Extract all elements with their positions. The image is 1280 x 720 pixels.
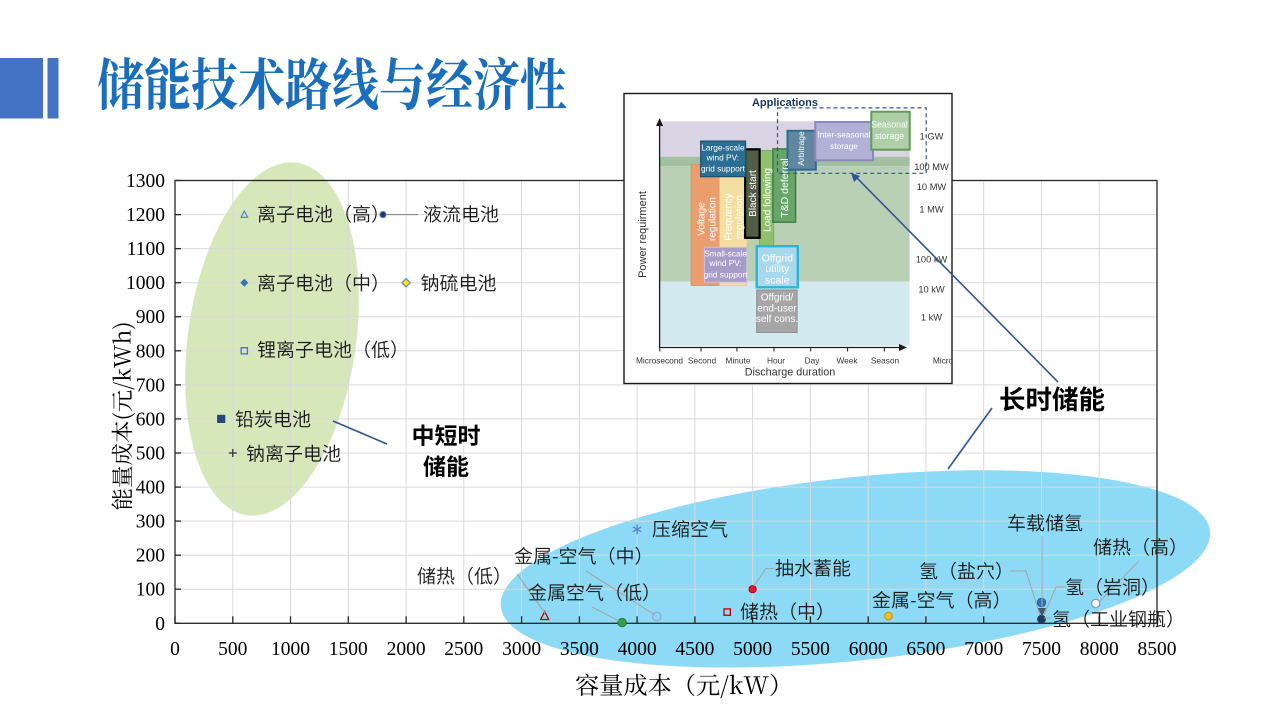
- svg-text:Hour: Hour: [767, 356, 785, 366]
- svg-text:1100: 1100: [127, 239, 165, 260]
- svg-text:Applications: Applications: [752, 97, 818, 109]
- svg-text:2000: 2000: [387, 639, 426, 660]
- svg-text:Season: Season: [871, 356, 900, 366]
- svg-text:Microsecond: Microsecond: [636, 356, 683, 366]
- svg-text:0: 0: [170, 639, 180, 660]
- svg-text:500: 500: [218, 639, 247, 660]
- svg-text:3500: 3500: [560, 639, 599, 660]
- svg-text:Discharge duration: Discharge duration: [745, 367, 836, 379]
- svg-text:Week: Week: [836, 356, 858, 366]
- svg-text:Offgrid/: Offgrid/: [761, 293, 794, 304]
- svg-text:Seasonal: Seasonal: [871, 120, 908, 130]
- svg-text:Minute: Minute: [726, 356, 751, 366]
- svg-text:utility: utility: [765, 263, 790, 275]
- svg-text:5000: 5000: [733, 639, 772, 660]
- svg-text:100 MW: 100 MW: [914, 162, 949, 172]
- svg-text:wind PV:: wind PV:: [706, 153, 739, 163]
- svg-text:Voltage: Voltage: [696, 202, 707, 236]
- svg-text:200: 200: [136, 546, 165, 567]
- svg-text:wind PV:: wind PV:: [708, 258, 741, 268]
- svg-text:8500: 8500: [1138, 639, 1177, 660]
- svg-text:700: 700: [136, 375, 165, 396]
- svg-text:regulation: regulation: [735, 195, 746, 239]
- svg-text:2500: 2500: [444, 639, 483, 660]
- svg-text:regulation: regulation: [707, 197, 718, 241]
- svg-text:1000: 1000: [271, 639, 310, 660]
- svg-text:1000: 1000: [126, 273, 165, 294]
- svg-text:end-user: end-user: [757, 304, 797, 315]
- svg-text:100 kW: 100 kW: [916, 255, 948, 265]
- svg-text:Small-scale: Small-scale: [704, 249, 747, 259]
- svg-text:800: 800: [136, 341, 165, 362]
- svg-text:4500: 4500: [675, 639, 714, 660]
- svg-text:10 kW: 10 kW: [918, 285, 945, 295]
- svg-text:6000: 6000: [849, 639, 888, 660]
- svg-text:1200: 1200: [126, 205, 165, 226]
- svg-text:Second: Second: [688, 356, 717, 366]
- svg-text:1 GW: 1 GW: [920, 132, 944, 142]
- svg-text:grid support: grid support: [701, 163, 746, 173]
- svg-text:600: 600: [136, 409, 165, 430]
- svg-text:4000: 4000: [618, 639, 657, 660]
- svg-text:7000: 7000: [964, 639, 1003, 660]
- svg-text:T&D deferral: T&D deferral: [779, 158, 791, 218]
- svg-text:10 MW: 10 MW: [917, 182, 947, 192]
- svg-text:900: 900: [136, 307, 165, 328]
- svg-text:1300: 1300: [126, 171, 165, 192]
- svg-text:storage: storage: [830, 141, 858, 151]
- svg-text:400: 400: [136, 478, 165, 499]
- svg-text:Arbitrage: Arbitrage: [796, 131, 806, 166]
- svg-text:Micro: Micro: [933, 356, 954, 366]
- svg-text:1 kW: 1 kW: [921, 313, 942, 323]
- svg-text:Load following: Load following: [762, 168, 773, 232]
- svg-text:Day: Day: [805, 356, 821, 366]
- svg-text:Frequency: Frequency: [724, 193, 735, 240]
- svg-text:self cons.: self cons.: [756, 314, 798, 325]
- svg-text:Large-scale: Large-scale: [701, 143, 745, 153]
- svg-text:3000: 3000: [502, 639, 541, 660]
- svg-text:300: 300: [136, 512, 165, 533]
- svg-text:0: 0: [155, 614, 165, 635]
- svg-text:Inter-seasonal: Inter-seasonal: [817, 129, 870, 139]
- svg-text:8000: 8000: [1080, 639, 1119, 660]
- svg-text:1500: 1500: [329, 639, 368, 660]
- svg-text:storage: storage: [875, 131, 904, 141]
- svg-text:5500: 5500: [791, 639, 830, 660]
- svg-text:6500: 6500: [906, 639, 945, 660]
- svg-text:Offgrid: Offgrid: [762, 253, 793, 265]
- svg-text:500: 500: [136, 444, 165, 465]
- svg-text:Power requirment: Power requirment: [637, 191, 649, 278]
- svg-text:100: 100: [136, 580, 165, 601]
- svg-text:grid support: grid support: [704, 269, 749, 279]
- svg-text:scale: scale: [765, 274, 790, 286]
- svg-text:1 MW: 1 MW: [919, 205, 943, 215]
- svg-text:7500: 7500: [1022, 639, 1061, 660]
- svg-text:Black start: Black start: [748, 170, 759, 217]
